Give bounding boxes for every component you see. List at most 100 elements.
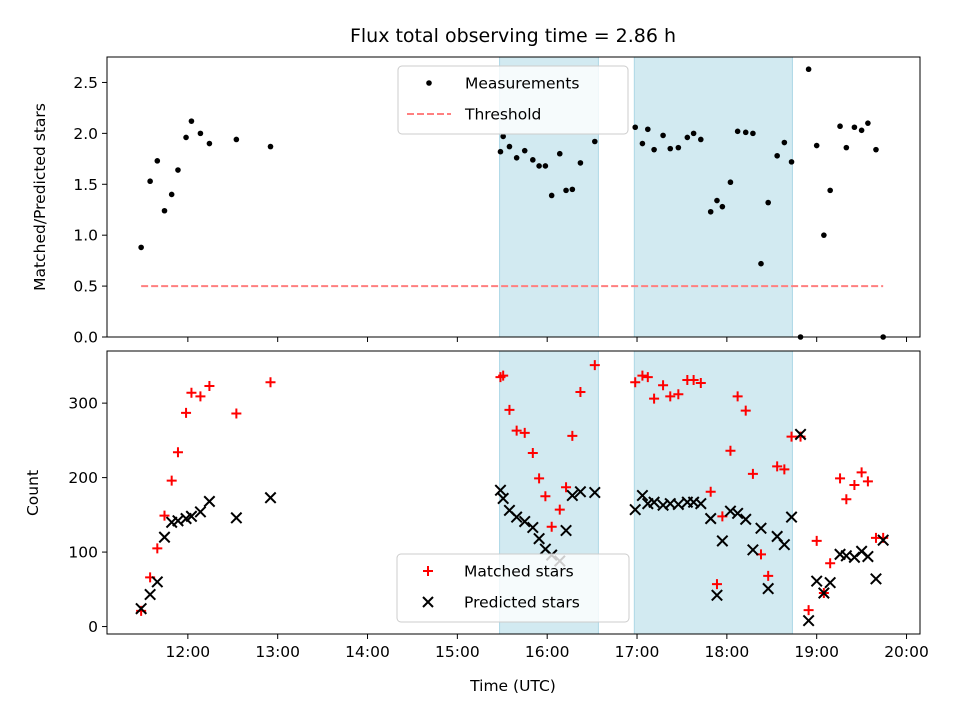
matched-stars-point xyxy=(642,372,653,383)
matched-stars-point xyxy=(862,476,873,487)
legend-label: Predicted stars xyxy=(464,594,580,612)
measurement-point xyxy=(805,66,812,73)
predicted-stars-point xyxy=(151,575,164,588)
predicted-stars-point xyxy=(636,489,649,502)
matched-stars-point xyxy=(849,480,860,491)
y-tick-label: 1.5 xyxy=(73,176,98,194)
top-y-axis-label: Matched/Predicted stars xyxy=(31,103,49,291)
measurement-point xyxy=(865,120,871,126)
x-tick-label: 18:00 xyxy=(705,643,750,661)
legend-handle-matched xyxy=(423,566,433,576)
predicted-stars-point xyxy=(724,505,737,518)
predicted-stars-point xyxy=(510,511,523,523)
legend-handle-measurements xyxy=(426,80,432,86)
measurement-point xyxy=(542,163,549,169)
predicted-stars-point xyxy=(877,534,890,547)
measurement-point xyxy=(154,158,161,164)
matched-stars-point xyxy=(204,381,215,392)
measurement-point xyxy=(827,187,833,194)
measurement-point xyxy=(639,140,646,147)
x-tick-label: 12:00 xyxy=(166,643,211,661)
matched-stars-point xyxy=(825,558,836,569)
y-tick-label: 2.5 xyxy=(73,74,98,92)
predicted-stars-point xyxy=(574,485,587,498)
matched-stars-point xyxy=(665,391,676,402)
measurement-point xyxy=(556,150,563,157)
measurement-point xyxy=(521,147,528,154)
measurement-point xyxy=(632,124,639,131)
predicted-stars-point xyxy=(817,587,830,599)
measurement-point xyxy=(569,186,576,193)
x-tick-label: 16:00 xyxy=(525,643,570,661)
predicted-stars-point xyxy=(194,505,207,518)
predicted-stars-point xyxy=(672,498,685,511)
matched-stars-point xyxy=(786,431,797,442)
matched-stars-point xyxy=(498,370,509,381)
matched-stars-point xyxy=(540,491,551,502)
matched-stars-point xyxy=(575,386,586,397)
measurement-point xyxy=(788,159,795,165)
bottom-y-axis-label: Count xyxy=(24,470,42,516)
measurement-point xyxy=(750,130,756,137)
matched-stars-point xyxy=(637,370,648,381)
predicted-stars-point xyxy=(526,521,539,534)
chart-title: Flux total observing time = 2.86 h xyxy=(350,25,676,47)
measurement-point xyxy=(765,199,771,206)
measurement-point xyxy=(684,134,691,141)
measurement-point xyxy=(536,163,542,169)
matched-stars-point xyxy=(747,468,758,479)
top-axes-frame xyxy=(106,56,921,338)
predicted-stars-point xyxy=(762,582,775,595)
bottom-y-ticks: 0 100 200 300 xyxy=(68,395,107,636)
matched-stars-point xyxy=(763,570,774,581)
measurement-point xyxy=(719,203,726,210)
measurement-point xyxy=(858,127,865,134)
predicted-stars-point xyxy=(560,524,572,537)
x-tick-label: 14:00 xyxy=(345,643,390,661)
predicted-stars-point xyxy=(494,484,507,497)
predicted-stars-point xyxy=(739,513,752,526)
measurement-point xyxy=(645,126,651,133)
predicted-stars-point xyxy=(158,531,171,544)
bottom-x-ticks: 12:00 13:00 14:00 15:00 16:00 17:00 18:00 19:00… xyxy=(166,634,929,661)
predicted-stars-point xyxy=(802,614,815,627)
predicted-stars-point xyxy=(533,532,546,545)
matched-stars-point xyxy=(658,380,669,391)
measurement-point xyxy=(742,129,749,136)
top-x-ticks xyxy=(187,337,908,342)
matched-stars-point xyxy=(152,543,163,554)
measurement-point xyxy=(147,178,153,185)
matched-stars-point xyxy=(841,494,852,505)
bottom-series-group xyxy=(135,360,890,627)
measurement-point xyxy=(138,244,144,251)
bottom-panel: 0 100 200 300 12:00 13:00 14:00 15:00 16:00 17:0… xyxy=(24,350,929,695)
x-tick-label: 19:00 xyxy=(794,643,839,661)
matched-stars-point xyxy=(181,407,192,418)
measurement-point xyxy=(563,187,569,194)
measurement-point xyxy=(592,138,598,145)
measurement-point xyxy=(197,130,204,137)
measurement-point xyxy=(267,143,274,150)
matched-stars-point xyxy=(835,473,846,484)
matched-stars-point xyxy=(561,482,572,493)
measurement-point xyxy=(843,144,850,151)
predicted-stars-point xyxy=(230,511,243,524)
matched-stars-point xyxy=(519,427,530,438)
predicted-stars-point xyxy=(144,588,157,601)
predicted-stars-point xyxy=(704,512,717,525)
matched-stars-point xyxy=(172,447,183,458)
measurement-point xyxy=(698,136,704,143)
y-tick-label: 0 xyxy=(88,618,98,636)
matched-stars-point xyxy=(673,389,684,400)
predicted-stars-point xyxy=(870,572,882,585)
measurement-point xyxy=(707,208,714,215)
measurement-point xyxy=(690,130,697,137)
y-tick-label: 300 xyxy=(68,395,98,413)
predicted-stars-point xyxy=(810,575,823,588)
measurement-point xyxy=(161,207,168,214)
predicted-stars-point xyxy=(747,543,759,556)
matched-stars-point xyxy=(711,579,722,590)
matched-stars-point xyxy=(811,535,822,546)
x-tick-label: 20:00 xyxy=(884,643,929,661)
measurement-point xyxy=(873,146,879,153)
